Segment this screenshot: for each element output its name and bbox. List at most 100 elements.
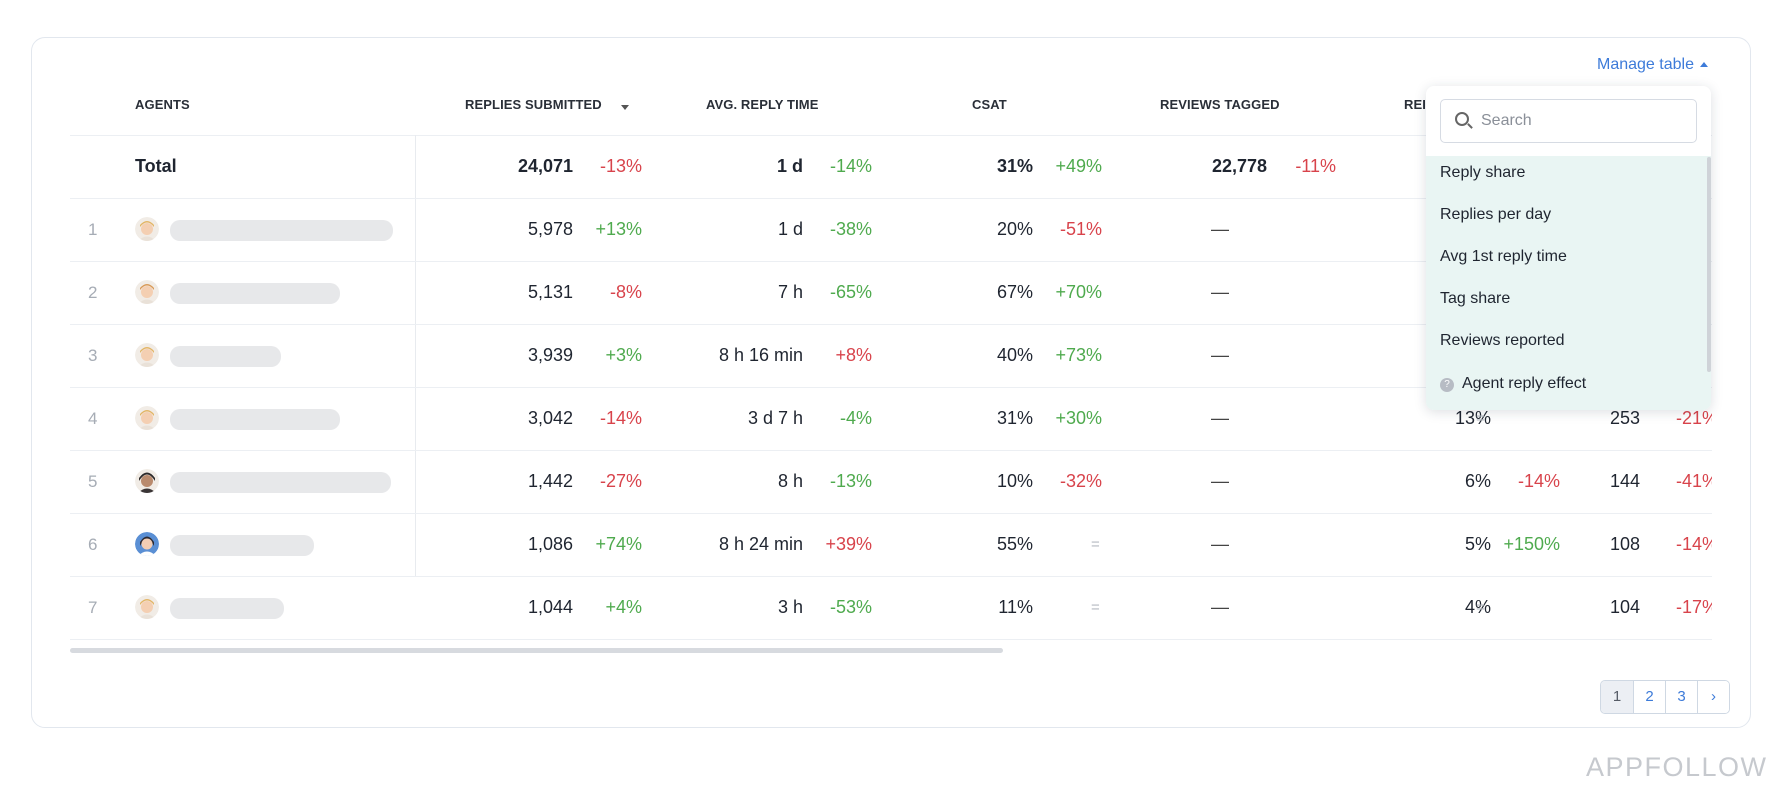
avg-time-delta: -4%: [839, 408, 872, 428]
manage-table-button[interactable]: Manage table: [1597, 56, 1708, 74]
col7-value: 108: [1609, 534, 1640, 554]
column-header-agents: AGENTS: [135, 97, 190, 112]
tagged-value: —: [1211, 219, 1229, 239]
avatar: [135, 343, 159, 367]
share-value: 5%: [1464, 534, 1491, 554]
manage-table-label: Manage table: [1597, 56, 1694, 73]
avg-time-delta: -13%: [829, 471, 872, 491]
menu-item-replies-per-day[interactable]: Replies per day: [1440, 206, 1552, 223]
menu-item-avg-1st-reply-time[interactable]: Avg 1st reply time: [1440, 248, 1567, 265]
next-page-button[interactable]: ›: [1697, 681, 1729, 713]
avg-time-value: 7 h: [777, 282, 803, 302]
tagged-value: —: [1211, 597, 1229, 617]
menu-item-reviews-reported[interactable]: Reviews reported: [1440, 332, 1565, 349]
avatar: [135, 595, 159, 619]
replies-delta: -8%: [609, 282, 642, 302]
sort-desc-icon[interactable]: [621, 105, 629, 110]
avg-time-value: 3 d 7 h: [747, 408, 803, 428]
manage-table-dropdown: Reply share Replies per day Avg 1st repl…: [1426, 86, 1711, 410]
tagged-value: —: [1211, 282, 1229, 302]
agent-name-placeholder[interactable]: [170, 346, 281, 367]
tagged-value: —: [1211, 408, 1229, 428]
row-index: 4: [88, 409, 98, 428]
menu-item-agent-reply-effect[interactable]: ? Agent reply effect: [1440, 375, 1586, 393]
row-index: 6: [88, 535, 98, 554]
replies-value: 1,086: [527, 534, 573, 554]
table-row[interactable]: 4 3,042 -14% 3 d 7 h -4% 31% +30% — 13% …: [70, 387, 1712, 450]
dropdown-scrollbar[interactable]: [1707, 157, 1711, 372]
csat-value: 10%: [996, 471, 1033, 491]
agents-table: AGENTS REPLIES SUBMITTED AVG. REPLY TIME…: [70, 72, 1712, 652]
tagged-value: —: [1211, 471, 1229, 491]
total-replies: 24,071: [517, 156, 573, 176]
info-icon: ?: [1440, 378, 1454, 392]
table-row[interactable]: 1 5,978 +13% 1 d -38% 20% -51% — 25%: [70, 198, 1712, 261]
avg-time-delta: -65%: [829, 282, 872, 302]
table-row[interactable]: 6 1,086 +74% 8 h 24 min +39% 55% = — 5% …: [70, 513, 1712, 576]
csat-delta: +30%: [1055, 408, 1102, 428]
avg-time-value: 8 h 24 min: [718, 534, 803, 554]
csat-delta: +70%: [1055, 282, 1102, 302]
agent-name-placeholder[interactable]: [170, 409, 340, 430]
avatar: [135, 469, 159, 493]
menu-item-tag-share[interactable]: Tag share: [1440, 290, 1511, 307]
avatar: [135, 217, 159, 241]
column-search-box[interactable]: [1440, 99, 1697, 143]
total-label: Total: [135, 156, 177, 176]
total-csat-delta: +49%: [1055, 156, 1102, 176]
table-row[interactable]: 2 5,131 -8% 7 h -65% 67% +70% — 21%: [70, 261, 1712, 324]
agent-name-placeholder[interactable]: [170, 220, 393, 241]
csat-delta: =: [1091, 599, 1100, 616]
csat-delta: -32%: [1059, 471, 1102, 491]
table-row[interactable]: 3 3,939 +3% 8 h 16 min +8% 40% +73% — 16…: [70, 324, 1712, 387]
column-options-list: Reply share Replies per day Avg 1st repl…: [1426, 156, 1711, 410]
csat-value: 55%: [996, 534, 1033, 554]
csat-value: 20%: [996, 219, 1033, 239]
agent-name-placeholder[interactable]: [170, 535, 314, 556]
row-index: 3: [88, 346, 98, 365]
horizontal-scrollbar[interactable]: [70, 648, 1003, 653]
page-3-button[interactable]: 3: [1665, 681, 1697, 713]
table-row[interactable]: 7 1,044 +4% 3 h -53% 11% = — 4% = 104 -1…: [70, 576, 1712, 639]
share-delta: =: [1476, 410, 1485, 427]
tagged-value: —: [1211, 534, 1229, 554]
agent-name-placeholder[interactable]: [170, 472, 391, 493]
agent-name-placeholder[interactable]: [170, 283, 340, 304]
column-header-reply-share[interactable]: REI: [1404, 97, 1426, 112]
search-input[interactable]: [1481, 110, 1681, 132]
column-header-avg-reply-time[interactable]: AVG. REPLY TIME: [706, 97, 819, 112]
replies-delta: +4%: [605, 597, 642, 617]
col7-value: 104: [1609, 597, 1640, 617]
avg-time-value: 8 h 16 min: [718, 345, 803, 365]
replies-value: 3,939: [527, 345, 573, 365]
col7-value: 253: [1609, 408, 1640, 428]
share-value: 6%: [1464, 471, 1491, 491]
avatar: [135, 532, 159, 556]
avg-time-delta: -38%: [829, 219, 872, 239]
page-1-button[interactable]: 1: [1601, 681, 1633, 713]
avg-time-value: 1 d: [777, 219, 803, 239]
csat-value: 11%: [998, 597, 1033, 617]
csat-delta: +73%: [1055, 345, 1102, 365]
column-header-reviews-tagged[interactable]: REVIEWS TAGGED: [1160, 97, 1280, 112]
csat-value: 31%: [996, 408, 1033, 428]
csat-value: 40%: [996, 345, 1033, 365]
pagination: 1 2 3 ›: [1600, 680, 1730, 714]
col7-value: 144: [1609, 471, 1640, 491]
page-2-button[interactable]: 2: [1633, 681, 1665, 713]
total-csat: 31%: [996, 156, 1033, 176]
column-header-csat[interactable]: CSAT: [972, 97, 1007, 112]
column-header-replies-submitted[interactable]: REPLIES SUBMITTED: [465, 97, 602, 112]
total-tagged-delta: -11%: [1295, 156, 1336, 176]
replies-value: 5,131: [527, 282, 573, 302]
row-index: 1: [88, 220, 98, 239]
replies-delta: +3%: [605, 345, 642, 365]
col7-delta: -17%: [1676, 597, 1712, 617]
replies-delta: -14%: [599, 408, 642, 428]
agent-name-placeholder[interactable]: [170, 598, 284, 619]
csat-delta: =: [1091, 536, 1100, 553]
menu-item-reply-share[interactable]: Reply share: [1440, 164, 1526, 181]
table-row[interactable]: 5 1,442 -27% 8 h -13% 10% -32% — 6% -14%…: [70, 450, 1712, 513]
brand-watermark: APPFOLLOW: [1586, 752, 1768, 782]
total-replies-delta: -13%: [599, 156, 642, 176]
